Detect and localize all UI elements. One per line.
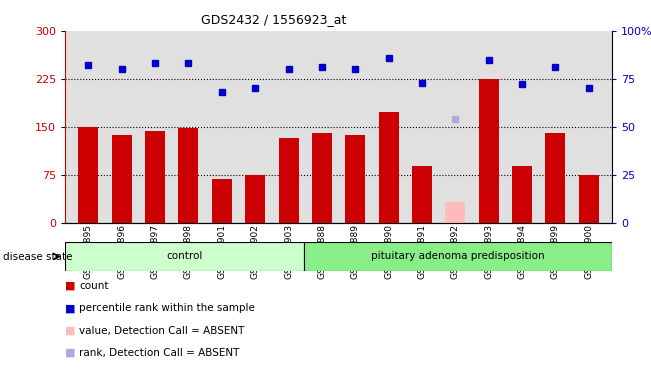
Bar bbox=[65, 242, 304, 271]
Bar bbox=[312, 133, 332, 223]
Text: ■: ■ bbox=[65, 326, 76, 336]
Bar bbox=[546, 133, 565, 223]
Text: ■: ■ bbox=[65, 281, 76, 291]
Bar bbox=[378, 112, 398, 223]
Text: percentile rank within the sample: percentile rank within the sample bbox=[79, 303, 255, 313]
Text: pituitary adenoma predisposition: pituitary adenoma predisposition bbox=[371, 251, 545, 262]
Bar bbox=[178, 128, 199, 223]
Bar bbox=[445, 202, 465, 223]
Bar bbox=[212, 179, 232, 223]
Bar bbox=[78, 127, 98, 223]
Bar bbox=[304, 242, 612, 271]
Bar bbox=[412, 166, 432, 223]
Bar bbox=[512, 166, 532, 223]
Text: count: count bbox=[79, 281, 109, 291]
Bar bbox=[145, 131, 165, 223]
Bar bbox=[579, 175, 599, 223]
Text: control: control bbox=[167, 251, 203, 262]
Text: rank, Detection Call = ABSENT: rank, Detection Call = ABSENT bbox=[79, 348, 240, 358]
Text: GDS2432 / 1556923_at: GDS2432 / 1556923_at bbox=[201, 13, 346, 26]
Bar bbox=[478, 79, 499, 223]
Text: ■: ■ bbox=[65, 303, 76, 313]
Bar bbox=[112, 135, 132, 223]
Bar bbox=[245, 175, 265, 223]
Text: ■: ■ bbox=[65, 348, 76, 358]
Text: value, Detection Call = ABSENT: value, Detection Call = ABSENT bbox=[79, 326, 245, 336]
Text: disease state: disease state bbox=[3, 252, 73, 262]
Bar bbox=[279, 137, 299, 223]
Bar bbox=[345, 135, 365, 223]
